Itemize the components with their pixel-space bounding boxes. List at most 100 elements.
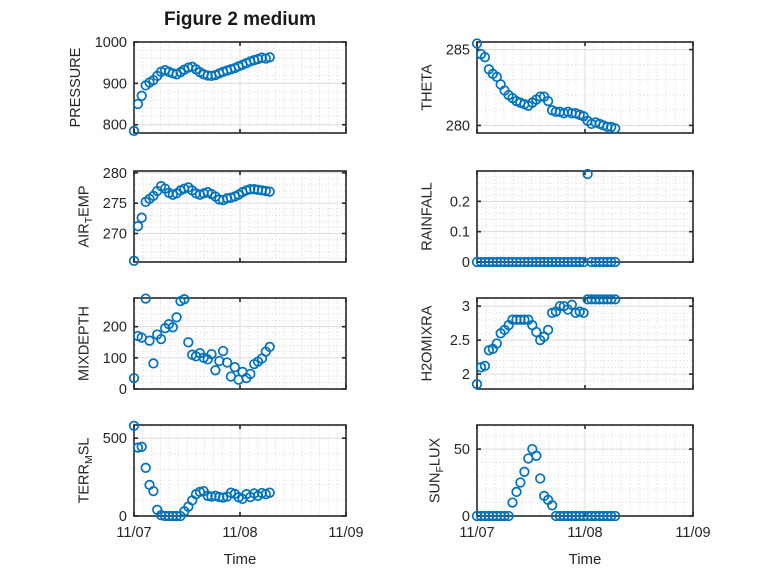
x-tick-label: 11/07 — [116, 525, 151, 541]
y-tick-label: 2.5 — [450, 333, 470, 349]
y-axis-label-h2omixra: H2OMIXRA — [419, 305, 435, 381]
y-tick-label: 0.2 — [450, 194, 470, 210]
data-point — [202, 490, 213, 501]
data-point — [582, 168, 593, 180]
data-points — [128, 293, 275, 385]
axes-frame — [133, 297, 347, 390]
subplot-theta: 280 285 THETA — [419, 38, 694, 134]
data-points — [128, 52, 275, 137]
data-point — [155, 333, 167, 345]
data-point — [171, 510, 182, 522]
data-point — [206, 348, 217, 360]
data-points — [471, 38, 621, 134]
data-points — [471, 443, 621, 522]
data-point — [163, 510, 175, 522]
y-axis-label-pressure: PRESSURE — [68, 47, 84, 127]
data-point — [128, 420, 140, 431]
minor-grid — [478, 43, 692, 132]
data-point — [574, 256, 585, 268]
data-point — [167, 322, 178, 333]
data-points — [471, 294, 621, 390]
data-point — [183, 337, 194, 348]
data-point — [148, 485, 159, 497]
data-point — [606, 510, 617, 522]
data-point — [471, 379, 483, 390]
data-point — [531, 326, 542, 338]
data-point — [519, 314, 530, 325]
y-tick-label: 1000 — [95, 35, 127, 51]
data-point — [245, 184, 256, 195]
axes-frame — [133, 170, 347, 263]
y-tick-label: 3 — [462, 299, 470, 315]
data-point — [566, 299, 577, 310]
y-tick-label: 50 — [454, 442, 470, 458]
data-point — [140, 293, 151, 304]
x-tick-label: 11/09 — [328, 525, 363, 541]
x-tick-label: 11/07 — [459, 525, 494, 541]
data-point — [167, 510, 178, 522]
data-point — [606, 294, 617, 305]
x-tick-label: 11/08 — [567, 525, 602, 541]
data-point — [144, 335, 155, 346]
data-point — [610, 256, 621, 268]
y-tick-label: 0 — [462, 255, 470, 271]
data-point — [260, 185, 271, 197]
data-point — [128, 372, 140, 384]
data-point — [148, 358, 159, 369]
data-point — [542, 324, 554, 336]
y-axis-label-rainfall: RAINFALL — [419, 182, 435, 251]
data-point — [210, 365, 221, 376]
data-point — [546, 500, 558, 511]
data-point — [217, 492, 229, 503]
data-point — [507, 497, 518, 508]
data-points — [128, 181, 275, 266]
data-point — [499, 510, 510, 522]
data-point — [479, 52, 491, 63]
data-point — [229, 362, 240, 373]
x-axis-label-left: Time — [223, 551, 257, 568]
data-point — [132, 221, 144, 232]
data-point — [542, 95, 554, 107]
data-point — [179, 294, 190, 305]
major-grid — [134, 42, 346, 133]
data-point — [264, 341, 275, 353]
data-point — [578, 307, 589, 319]
y-tick-label: 280 — [103, 166, 127, 182]
data-points — [128, 420, 275, 522]
data-point — [491, 338, 502, 349]
data-point — [511, 486, 522, 498]
y-axis-label-sun-flux: SUNFLUX — [428, 438, 447, 504]
x-tick-label: 11/08 — [222, 525, 257, 541]
data-point — [519, 466, 530, 477]
data-point — [610, 294, 621, 305]
y-tick-label: 275 — [103, 196, 127, 212]
data-point — [128, 255, 140, 266]
data-point — [245, 368, 256, 380]
subplot-sun-flux: 0 50 SUNFLUX 11/07 11/08 11/09 — [428, 424, 711, 541]
subplot-pressure: 800 900 1000 PRESSURE — [68, 35, 347, 137]
x-axis-label-right: Time — [568, 551, 602, 568]
data-point — [531, 450, 542, 461]
data-point — [194, 486, 206, 498]
minor-grid — [478, 426, 692, 515]
y-tick-label: 0.1 — [450, 225, 470, 241]
data-points — [471, 168, 621, 268]
data-point — [202, 70, 213, 81]
data-point — [535, 473, 546, 484]
y-tick-label: 270 — [103, 226, 127, 242]
subplot-mixdepth: 0 100 200 MIXDEPTH — [76, 293, 347, 398]
data-point — [264, 487, 275, 498]
major-grid — [477, 171, 693, 262]
data-point — [132, 98, 144, 110]
data-point — [610, 510, 621, 522]
data-point — [264, 52, 275, 63]
y-tick-label: 500 — [103, 431, 127, 447]
data-point — [140, 462, 151, 473]
y-tick-label: 0 — [462, 509, 470, 525]
figure-title: Figure 2 medium — [163, 9, 317, 30]
y-axis-label-theta: THETA — [419, 64, 435, 111]
minor-grid — [478, 172, 692, 261]
data-point — [503, 510, 514, 522]
